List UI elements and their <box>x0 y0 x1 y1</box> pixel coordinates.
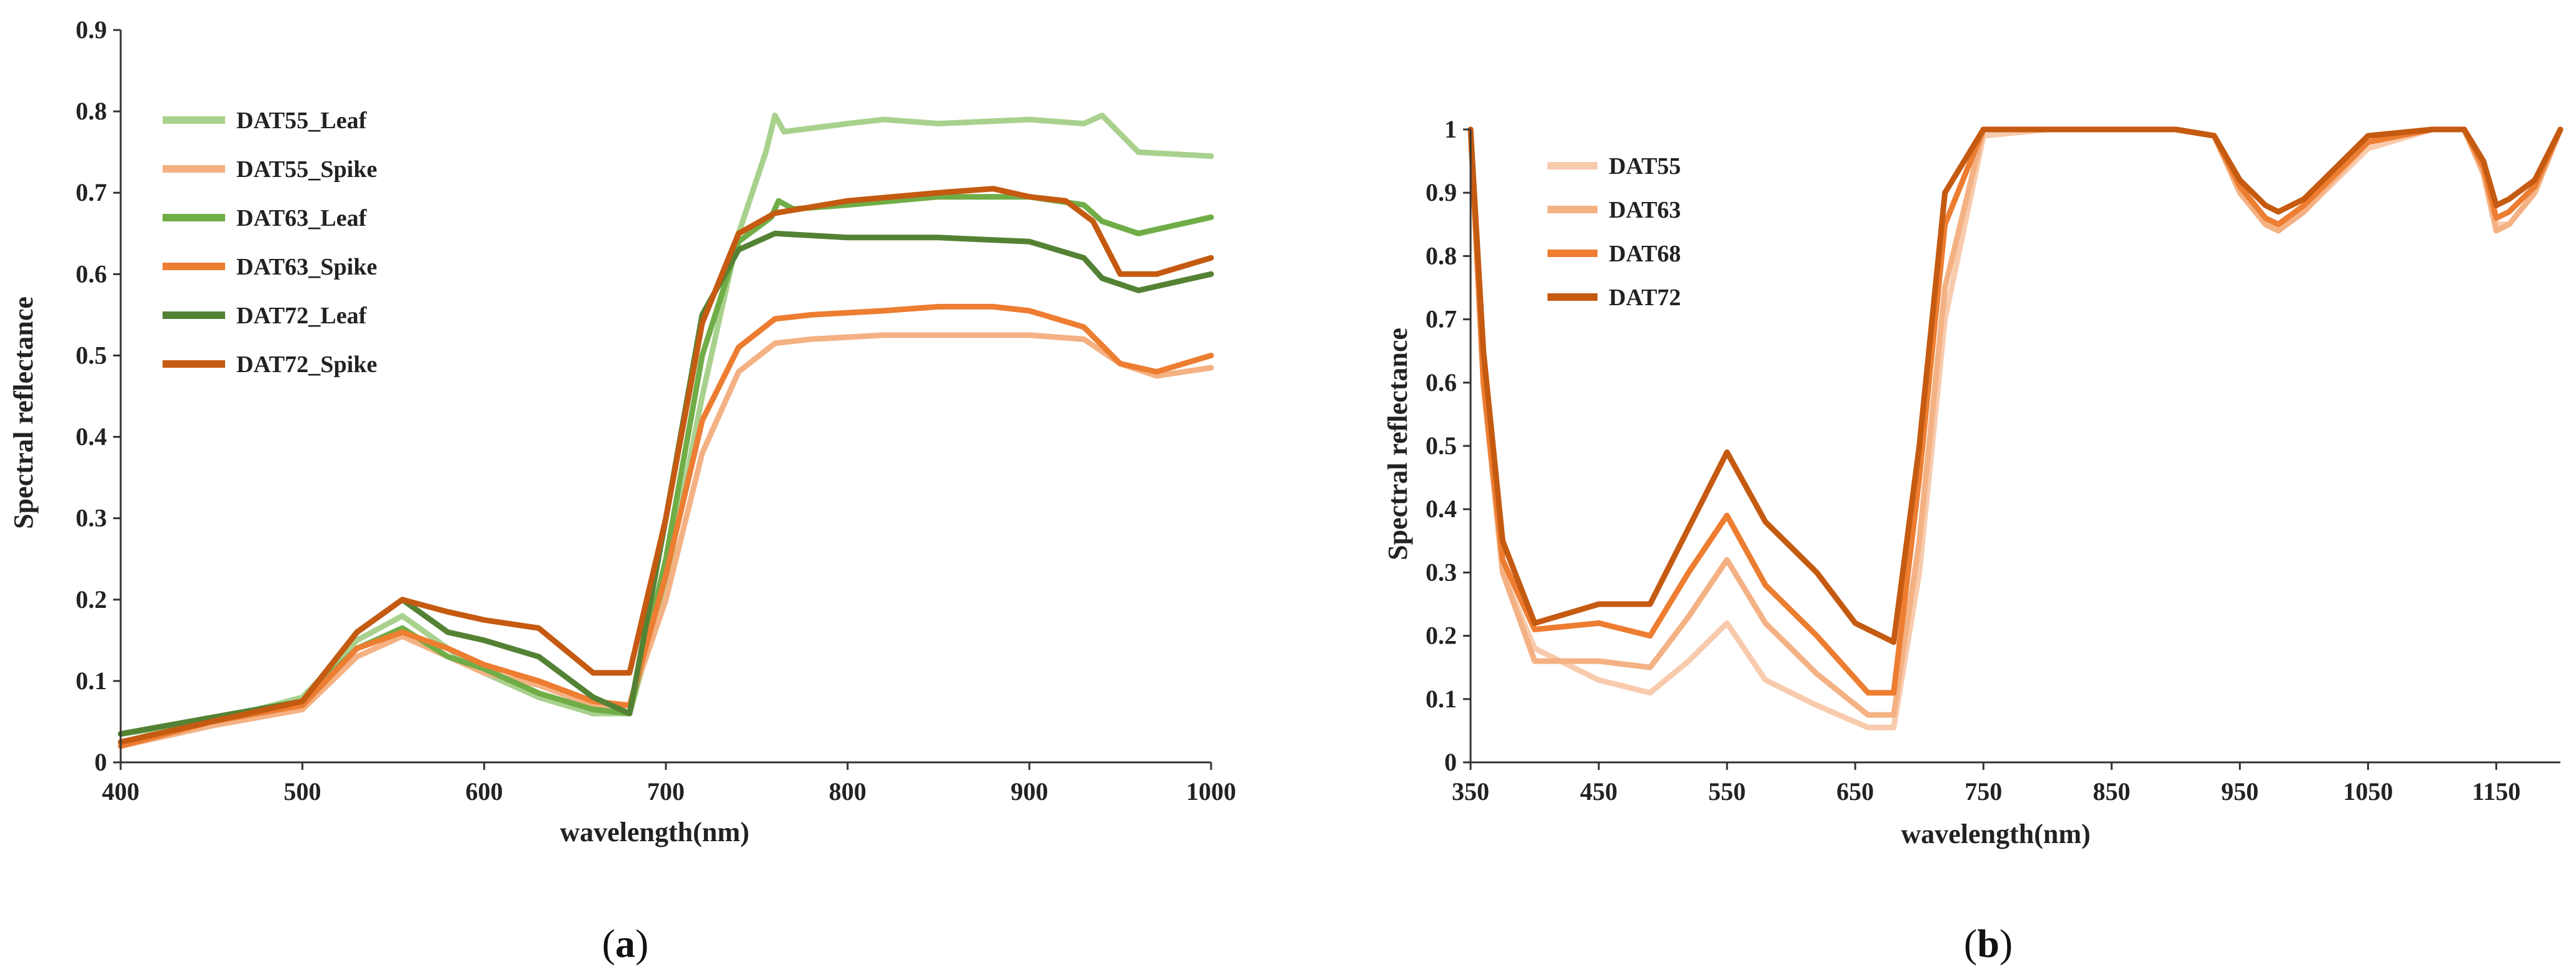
x-tick-label: 750 <box>1965 777 2002 806</box>
series-line-dat55-leaf <box>118 113 1214 737</box>
x-tick-label: 650 <box>1836 777 1874 806</box>
chart-a-ylabel: Spectral reflectance <box>8 296 39 529</box>
caption-b: (b) <box>1964 921 2013 966</box>
x-tick-label: 1150 <box>2472 777 2521 806</box>
y-tick-label: 0.5 <box>1426 432 1457 460</box>
x-tick-label: 400 <box>102 777 139 806</box>
legend-label: DAT72_Leaf <box>236 303 368 329</box>
y-tick-label: 0.3 <box>1426 558 1457 586</box>
y-tick-label: 0.9 <box>76 16 107 44</box>
chart-a-axes: 400 500 600 700 800 900 1000 0 0.1 0.2 0.3 0.4 0.5 0.… <box>76 16 1236 806</box>
y-tick-label: 0.7 <box>76 178 107 206</box>
y-tick-label: 0.8 <box>1426 241 1457 270</box>
x-tick-label: 900 <box>1010 777 1048 806</box>
series-line-dat72 <box>1467 126 2563 645</box>
chart-b-series-group <box>1467 126 2563 730</box>
legend-label: DAT72 <box>1609 285 1681 311</box>
chart-b-ylabel: Spectral reflectance <box>1382 328 1413 560</box>
legend-label: DAT72_Spike <box>236 351 377 378</box>
y-tick-label: 0.8 <box>76 97 107 125</box>
chart-b-axes: 350 450 550 650 750 850 950 1050 1150 0 0.1 0.2 0.3 0… <box>1426 115 2560 806</box>
y-tick-label: 0.3 <box>76 504 107 532</box>
legend-label: DAT68 <box>1609 241 1681 267</box>
series-line-dat63-spike <box>118 303 1214 749</box>
y-tick-label: 0 <box>94 748 107 776</box>
y-tick-label: 0.1 <box>76 667 107 695</box>
y-tick-label: 0.6 <box>76 260 107 288</box>
x-tick-label: 600 <box>465 777 503 806</box>
caption-a: (a) <box>602 921 649 966</box>
y-tick-label: 0 <box>1444 748 1457 776</box>
y-tick-label: 0.4 <box>76 423 107 451</box>
y-tick-label: 1 <box>1444 115 1457 143</box>
legend-label: DAT63 <box>1609 197 1681 223</box>
x-tick-label: 450 <box>1580 777 1618 806</box>
y-tick-label: 0.5 <box>76 341 107 369</box>
legend-label: DAT55 <box>1609 153 1681 179</box>
chart-b: 350 450 550 650 750 850 950 1050 1150 0 0.1 0.2 0.3 0… <box>1382 115 2563 849</box>
x-tick-label: 950 <box>2221 777 2258 806</box>
x-tick-label: 550 <box>1708 777 1746 806</box>
chart-b-legend: DAT55 DAT63 DAT68 DAT72 <box>1547 153 1681 311</box>
legend-label: DAT55_Spike <box>236 156 377 183</box>
x-tick-label: 1000 <box>1186 777 1236 806</box>
x-tick-label: 800 <box>829 777 867 806</box>
chart-a: 400 500 600 700 800 900 1000 0 0.1 0.2 0.3 0.4 0.5 0.… <box>8 16 1236 847</box>
chart-a-xlabel: wavelength(nm) <box>560 817 749 847</box>
legend-label: DAT55_Leaf <box>236 108 368 134</box>
x-tick-label: 500 <box>284 777 321 806</box>
chart-b-xlabel: wavelength(nm) <box>1901 819 2090 849</box>
y-tick-label: 0.6 <box>1426 368 1457 397</box>
chart-a-series-group <box>118 113 1214 749</box>
x-tick-label: 1050 <box>2343 777 2393 806</box>
y-tick-label: 0.7 <box>1426 305 1457 333</box>
x-tick-label: 350 <box>1452 777 1489 806</box>
y-tick-label: 0.2 <box>76 585 107 614</box>
x-tick-label: 700 <box>647 777 685 806</box>
legend-label: DAT63_Spike <box>236 254 377 280</box>
y-tick-label: 0.1 <box>1426 685 1457 713</box>
y-tick-label: 0.4 <box>1426 495 1457 523</box>
y-tick-label: 0.2 <box>1426 622 1457 650</box>
series-line-dat72-spike <box>118 186 1214 745</box>
chart-a-legend: DAT55_Leaf DAT55_Spike DAT63_Leaf DAT63_Spi… <box>163 108 377 378</box>
y-tick-label: 0.9 <box>1426 178 1457 206</box>
series-line-dat55-spike <box>118 332 1214 749</box>
x-tick-label: 850 <box>2093 777 2130 806</box>
legend-label: DAT63_Leaf <box>236 205 368 231</box>
